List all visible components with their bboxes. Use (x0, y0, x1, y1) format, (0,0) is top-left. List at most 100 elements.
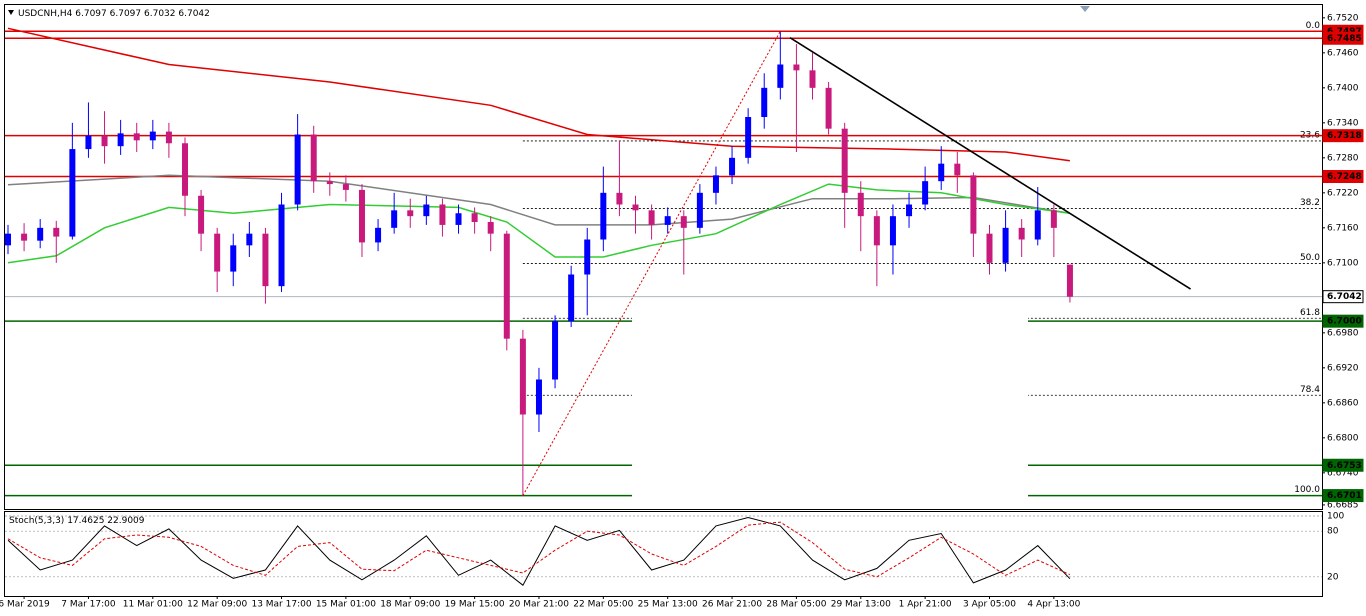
candle-body (1002, 227, 1009, 263)
y-tick-label: 6.7520 (1327, 13, 1359, 23)
candle-body (745, 117, 752, 158)
high-value: 6.7097 (110, 9, 142, 19)
candle-body (262, 233, 269, 287)
x-tick-label: 11 Mar 01:00 (123, 600, 183, 610)
candle-body (149, 131, 156, 141)
price-box-label: 6.7318 (1327, 131, 1362, 141)
candle-body (214, 233, 221, 272)
candle-body (938, 163, 945, 182)
x-tick-label: 4 Apr 13:00 (1027, 600, 1080, 610)
candle-body (535, 379, 542, 415)
y-tick-label: 6.6920 (1327, 363, 1359, 373)
candle-body (664, 216, 671, 225)
candle-body (970, 175, 977, 234)
candle-body (519, 338, 526, 415)
main-frame (4, 4, 1323, 510)
fib-label: 61.8 (1300, 308, 1320, 318)
candle-body (471, 213, 478, 222)
price-box-label: 6.6701 (1327, 491, 1362, 501)
candle-body (552, 321, 559, 380)
candle-body (358, 189, 365, 243)
x-tick-label: 15 Mar 01:00 (316, 600, 376, 610)
trend-line (522, 31, 781, 496)
price-box-label: 6.6753 (1327, 461, 1362, 471)
price-box (1322, 489, 1364, 503)
candle-body (5, 233, 11, 246)
candle-body (857, 192, 864, 217)
candle-body (503, 233, 510, 339)
candle-body (906, 204, 913, 217)
candle-body (841, 128, 848, 193)
candle-body (729, 157, 736, 176)
price-box (1322, 170, 1364, 183)
candle-body (809, 70, 816, 88)
candle-body (1034, 210, 1041, 240)
x-tick-label: 7 Mar 17:00 (61, 600, 116, 610)
x-tick-label: 22 Mar 05:00 (573, 600, 633, 610)
candle-body (294, 134, 301, 205)
candle-body (423, 204, 430, 217)
y-tick-label: 6.6980 (1327, 328, 1359, 338)
candle-body (53, 227, 60, 237)
fib-label: 100.0 (1294, 485, 1320, 495)
candle-body (568, 274, 575, 322)
price-box-label: 6.7248 (1327, 172, 1362, 182)
candle-body (391, 210, 398, 228)
x-tick-label: 25 Mar 13:00 (638, 600, 698, 610)
y-tick-label: 6.6800 (1327, 433, 1359, 443)
stoch-main (7, 516, 1071, 586)
fib-label: 50.0 (1300, 253, 1320, 263)
stoch-label: Stoch(5,3,3) (9, 516, 64, 526)
candle-body (69, 149, 76, 237)
moving-average (7, 174, 1071, 226)
candle-body (648, 210, 655, 225)
candle-body (889, 216, 896, 246)
candle-body (85, 135, 92, 150)
fib-label: 0.0 (1306, 21, 1321, 31)
stoch-signal-value: 22.9009 (107, 516, 144, 526)
fib-label: 38.2 (1300, 198, 1320, 208)
candle-body (600, 192, 607, 240)
price-box-label: 6.7485 (1327, 34, 1362, 44)
x-tick-label: 29 Mar 13:00 (831, 600, 891, 610)
y-tick-label: 6.7100 (1327, 258, 1359, 268)
candle-body (37, 227, 44, 241)
candle-body (680, 216, 687, 228)
candle-body (793, 64, 800, 71)
price-box (1322, 129, 1364, 143)
y-tick-label: 6.7460 (1327, 48, 1359, 58)
price-box (1322, 314, 1364, 328)
candle-body (342, 184, 349, 190)
menu-arrow (8, 10, 14, 15)
candle-body (922, 181, 929, 205)
candle-body (873, 216, 880, 246)
y-tick-label: 6.6860 (1327, 398, 1359, 408)
candle-body (439, 204, 446, 225)
close-value: 6.7042 (178, 9, 210, 19)
candle-body (986, 233, 993, 263)
trend-line (789, 37, 1192, 290)
open-value: 6.7097 (75, 9, 107, 19)
x-tick-label: 20 Mar 21:00 (509, 600, 569, 610)
x-tick-label: 6 Mar 2019 (0, 600, 50, 610)
price-box-label: 6.7000 (1327, 317, 1362, 327)
stoch-tick-label: 20 (1327, 572, 1339, 582)
candle-body (278, 204, 285, 287)
symbol: USDCNH,H4 (18, 9, 73, 19)
candle-body (1050, 210, 1057, 228)
candle-body (696, 192, 703, 228)
candle-body (1066, 264, 1073, 297)
low-value: 6.7032 (144, 9, 176, 19)
candle-body (230, 245, 237, 272)
y-tick-label: 6.7340 (1327, 118, 1359, 128)
x-tick-label: 1 Apr 21:00 (899, 600, 952, 610)
candle-body (198, 195, 205, 234)
x-tick-label: 12 Mar 09:00 (187, 600, 247, 610)
candle-body (825, 87, 832, 129)
candle-body (632, 204, 639, 211)
candle-body (954, 163, 961, 176)
candle-body (712, 175, 719, 193)
candle-body (165, 131, 172, 144)
